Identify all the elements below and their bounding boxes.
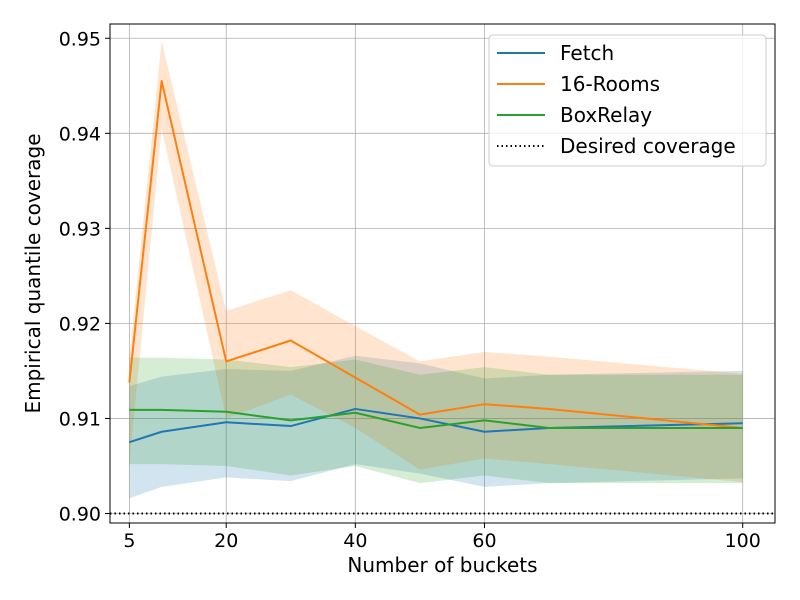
y-tick-label: 0.92 (59, 313, 101, 335)
legend: Fetch 16-Rooms BoxRelay Desired coverage (488, 34, 767, 167)
x-tick-label: 60 (472, 530, 496, 552)
x-tick-label: 5 (123, 530, 135, 552)
band-16-rooms (129, 41, 743, 483)
x-axis-label: Number of buckets (347, 553, 537, 577)
line-fetch (129, 407, 743, 444)
legend-label-boxrelay: BoxRelay (560, 103, 652, 127)
legend-box (488, 34, 767, 167)
y-tick-label: 0.95 (59, 28, 101, 50)
line-16-rooms (128, 80, 743, 429)
x-tick-label: 40 (343, 530, 367, 552)
y-tick-label: 0.90 (59, 503, 101, 525)
band-boxrelay (129, 357, 743, 484)
y-axis-label: Empirical quantile coverage (21, 133, 45, 413)
legend-label-fetch: Fetch (560, 41, 614, 65)
legend-label-16-rooms: 16-Rooms (560, 72, 660, 96)
x-tick-label: 100 (725, 530, 761, 552)
legend-label-desired-coverage: Desired coverage (560, 134, 736, 158)
plot-frame (109, 23, 776, 524)
series-lines (128, 80, 743, 444)
y-tick-label: 0.94 (59, 123, 101, 145)
line-boxrelay (129, 408, 743, 429)
x-tick-label: 20 (214, 530, 238, 552)
y-tick-label: 0.93 (59, 218, 101, 240)
y-tick-label: 0.91 (59, 408, 101, 430)
axis-ticks: 5 20 40 60 100 0.90 0.91 0.92 0.93 0.94 0.95 (59, 28, 761, 552)
